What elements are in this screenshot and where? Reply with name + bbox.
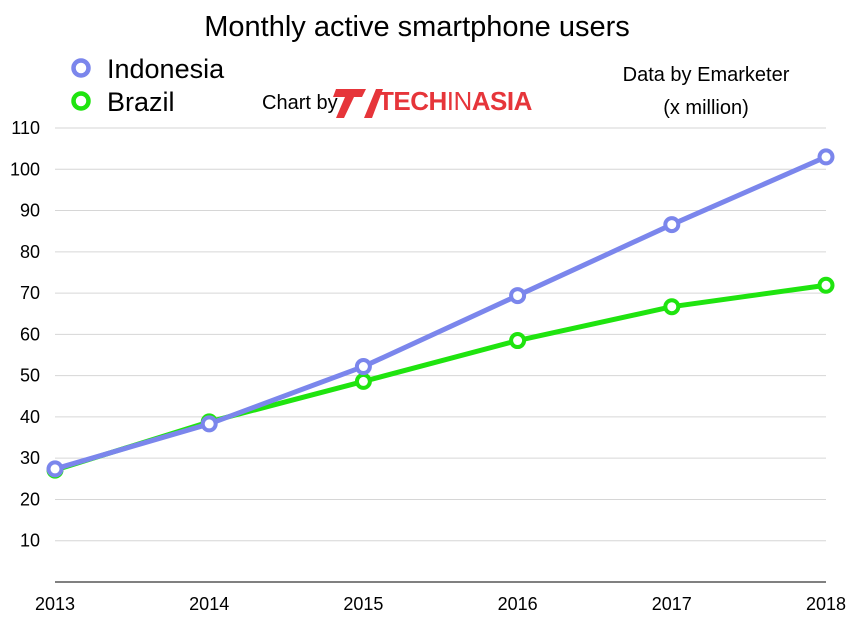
y-tick-label: 40: [20, 407, 40, 427]
y-tick-label: 20: [20, 489, 40, 509]
y-axis: 10 20 30 40 50 60 70 80 90 100 110: [10, 118, 40, 551]
data-point-indonesia: [46, 460, 64, 478]
chart-title: Monthly active smartphone users: [204, 11, 630, 43]
grid: [55, 127, 826, 542]
legend: Indonesia Brazil: [71, 54, 225, 117]
x-tick-label: 2014: [189, 594, 229, 614]
legend-label-brazil: Brazil: [107, 87, 175, 117]
data-point-indonesia: [509, 287, 527, 305]
y-tick-label: 50: [20, 366, 40, 386]
y-tick-label: 70: [20, 283, 40, 303]
techinasia-logo: TECHINASIA: [333, 86, 533, 118]
brand-asia-text: ASIA: [472, 86, 533, 116]
data-point-indonesia: [663, 216, 681, 234]
y-tick-label: 100: [10, 159, 40, 179]
x-tick-label: 2017: [652, 594, 692, 614]
data-point-brazil: [663, 298, 681, 316]
brand-mark: [333, 89, 383, 118]
y-tick-label: 110: [11, 118, 40, 138]
legend-label-indonesia: Indonesia: [107, 54, 225, 84]
x-tick-label: 2016: [498, 594, 538, 614]
y-tick-label: 30: [20, 448, 40, 468]
x-tick-label: 2018: [806, 594, 846, 614]
data-point-indonesia: [354, 358, 372, 376]
x-tick-label: 2015: [343, 594, 383, 614]
brand-in-text: IN: [447, 86, 472, 116]
data-point-brazil: [354, 372, 372, 390]
y-tick-label: 10: [20, 531, 40, 551]
legend-marker-brazil: [71, 91, 91, 111]
x-tick-label: 2013: [35, 594, 75, 614]
data-point-brazil: [509, 332, 527, 350]
data-point-indonesia: [817, 148, 835, 166]
series: [46, 148, 835, 479]
data-point-brazil: [817, 276, 835, 294]
unit-label: (x million): [663, 97, 749, 119]
x-axis: 2013 2014 2015 2016 2017 2018: [35, 594, 846, 614]
legend-marker-indonesia: [71, 58, 91, 78]
series-line-brazil: [52, 282, 829, 473]
source-label: Data by Emarketer: [623, 64, 790, 86]
brand-tech-text: TECH: [378, 86, 447, 116]
svg-text:TECHINASIA: TECHINASIA: [378, 86, 533, 116]
y-tick-label: 80: [20, 242, 40, 262]
data-point-indonesia: [200, 415, 218, 433]
chart-by-label: Chart by: [262, 92, 338, 114]
y-tick-label: 60: [20, 324, 40, 344]
y-tick-label: 90: [20, 201, 40, 221]
series-line-indonesia: [52, 154, 829, 472]
